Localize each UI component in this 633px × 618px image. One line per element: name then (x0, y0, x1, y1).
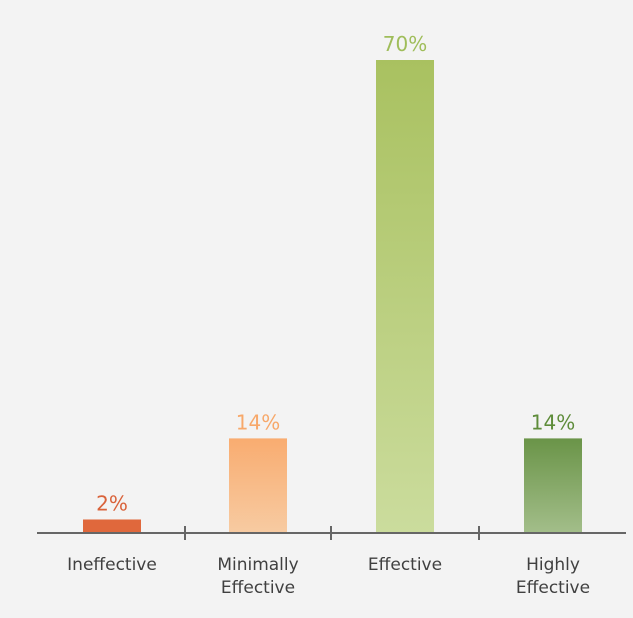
data-label-0: 2% (96, 491, 128, 515)
category-label-0-line-0: Ineffective (67, 555, 157, 575)
category-label-2-line-0: Effective (368, 555, 442, 575)
category-label-1-line-1: Effective (221, 578, 295, 598)
bar-1 (229, 438, 287, 533)
category-label-3-line-1: Effective (516, 578, 590, 598)
category-label-1: Minimally Effective (217, 555, 298, 598)
bar-0 (83, 519, 141, 533)
data-label-2: 70% (383, 32, 427, 56)
bar-2 (376, 60, 434, 533)
category-label-2: Effective (368, 555, 442, 575)
category-label-1-line-0: Minimally (217, 555, 298, 575)
category-label-0: Ineffective (67, 555, 157, 575)
category-label-3-line-0: Highly (526, 555, 580, 575)
data-label-3: 14% (531, 410, 575, 434)
category-label-3: Highly Effective (516, 555, 590, 598)
bar-3 (524, 438, 582, 533)
data-label-1: 14% (236, 410, 280, 434)
